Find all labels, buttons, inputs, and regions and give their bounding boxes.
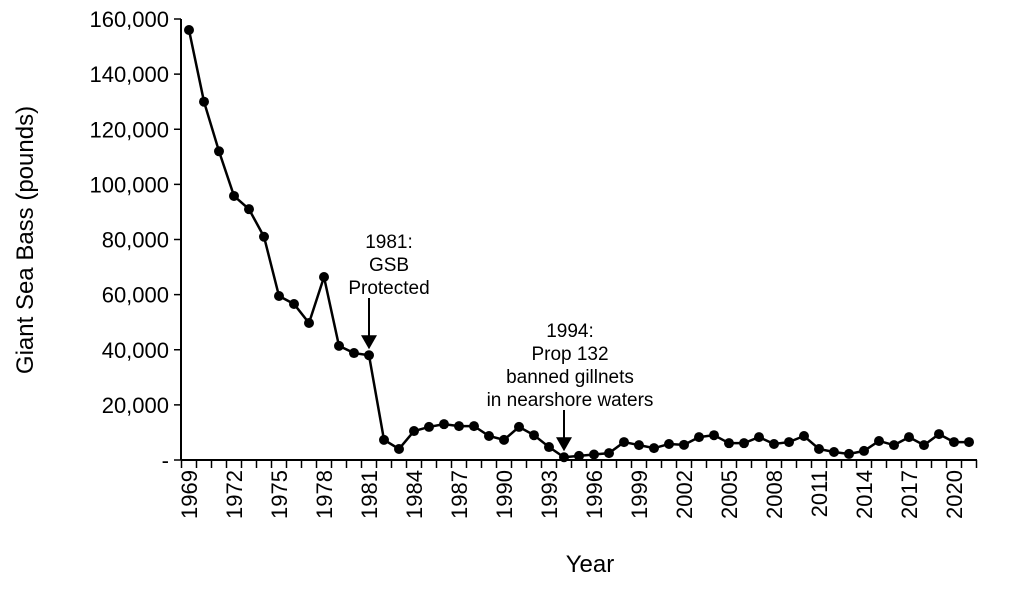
series-line: [184, 25, 974, 463]
x-tick-label: 1969: [177, 470, 202, 519]
x-tick-label: 2011: [807, 470, 832, 517]
x-tick-label: 2008: [762, 470, 787, 519]
data-point: [484, 431, 494, 442]
y-tick-label: 80,000: [102, 228, 169, 253]
arrow-down-icon: [556, 437, 572, 452]
y-axis: - 20,000 40,000 60,000 80,000 100,000 120,000 1…: [89, 7, 182, 473]
data-point: [199, 96, 209, 107]
data-point: [514, 421, 524, 432]
data-point: [934, 429, 944, 440]
data-point: [784, 437, 794, 448]
annotation-text: Protected: [348, 278, 429, 299]
data-point: [949, 437, 959, 448]
annotation-text: 1981:: [365, 232, 413, 253]
data-point: [574, 450, 584, 461]
y-tick-label: 140,000: [89, 62, 169, 87]
x-tick-label: 1975: [267, 470, 292, 519]
x-tick-label: 1984: [402, 470, 427, 519]
data-point: [274, 291, 284, 302]
annotation-text: in nearshore waters: [487, 390, 654, 411]
x-tick-label: 2005: [717, 470, 742, 519]
x-tick-label: 1996: [582, 470, 607, 519]
data-point: [919, 440, 929, 451]
data-point: [889, 440, 899, 451]
data-point: [394, 443, 404, 454]
data-point: [379, 434, 389, 445]
arrow-down-icon: [361, 335, 377, 350]
data-point: [844, 448, 854, 459]
data-point: [589, 449, 599, 460]
y-tick-label: 120,000: [89, 117, 169, 142]
data-point: [874, 435, 884, 446]
data-point: [709, 430, 719, 441]
data-point: [739, 438, 749, 449]
x-tick-label: 1993: [537, 470, 562, 519]
y-tick-label: 40,000: [102, 338, 169, 363]
x-axis-label: Year: [566, 551, 615, 578]
annotation-text: Prop 132: [531, 344, 608, 365]
data-point: [634, 440, 644, 451]
annotation-text: banned gillnets: [506, 367, 634, 388]
data-point: [304, 318, 314, 329]
x-tick-label: 2002: [672, 470, 697, 519]
x-tick-label: 2014: [852, 470, 877, 519]
data-point: [754, 432, 764, 443]
y-tick-label: 20,000: [102, 393, 169, 418]
x-tick-label: 1978: [312, 470, 337, 519]
data-point: [364, 350, 374, 361]
x-tick-label: 1972: [222, 470, 247, 519]
data-point: [964, 437, 974, 448]
data-point: [814, 443, 824, 454]
data-point: [559, 452, 569, 463]
annotation-text: 1994:: [546, 321, 594, 342]
data-point: [769, 439, 779, 450]
data-point: [319, 271, 329, 282]
x-tick-label: 1990: [492, 470, 517, 519]
data-point: [529, 430, 539, 441]
y-axis-label: Giant Sea Bass (pounds): [12, 106, 39, 374]
x-tick-label: 2020: [942, 470, 967, 519]
data-point: [679, 439, 689, 450]
data-point: [289, 298, 299, 309]
data-point: [694, 432, 704, 443]
y-tick-label: -: [162, 448, 169, 473]
x-tick-label: 1999: [627, 470, 652, 519]
data-point: [244, 204, 254, 215]
data-point: [904, 432, 914, 443]
data-point: [619, 437, 629, 448]
data-point: [184, 25, 194, 36]
annotation-text: GSB: [369, 255, 409, 276]
data-point: [664, 439, 674, 450]
data-point: [604, 448, 614, 459]
data-point: [334, 340, 344, 351]
data-point: [649, 443, 659, 454]
data-point: [799, 431, 809, 442]
x-tick-label: 1987: [447, 470, 472, 519]
y-tick-label: 100,000: [89, 172, 169, 197]
data-point: [499, 434, 509, 445]
x-tick-label: 1981: [357, 470, 382, 519]
data-point: [349, 348, 359, 359]
data-point: [214, 146, 224, 157]
data-point: [454, 421, 464, 432]
x-tick-label: 2017: [897, 470, 922, 519]
data-point: [259, 231, 269, 242]
data-point: [424, 421, 434, 432]
y-tick-label: 160,000: [89, 7, 169, 32]
data-point: [859, 445, 869, 456]
data-point: [439, 419, 449, 430]
data-point: [724, 438, 734, 449]
data-point: [829, 447, 839, 458]
data-point: [229, 190, 239, 201]
y-tick-label: 60,000: [102, 283, 169, 308]
data-point: [469, 421, 479, 432]
data-point: [409, 426, 419, 437]
data-point: [544, 442, 554, 453]
x-axis: 1969 1972 1975 1978 1981 1984 1987 1990 1993 1996…: [177, 459, 978, 519]
